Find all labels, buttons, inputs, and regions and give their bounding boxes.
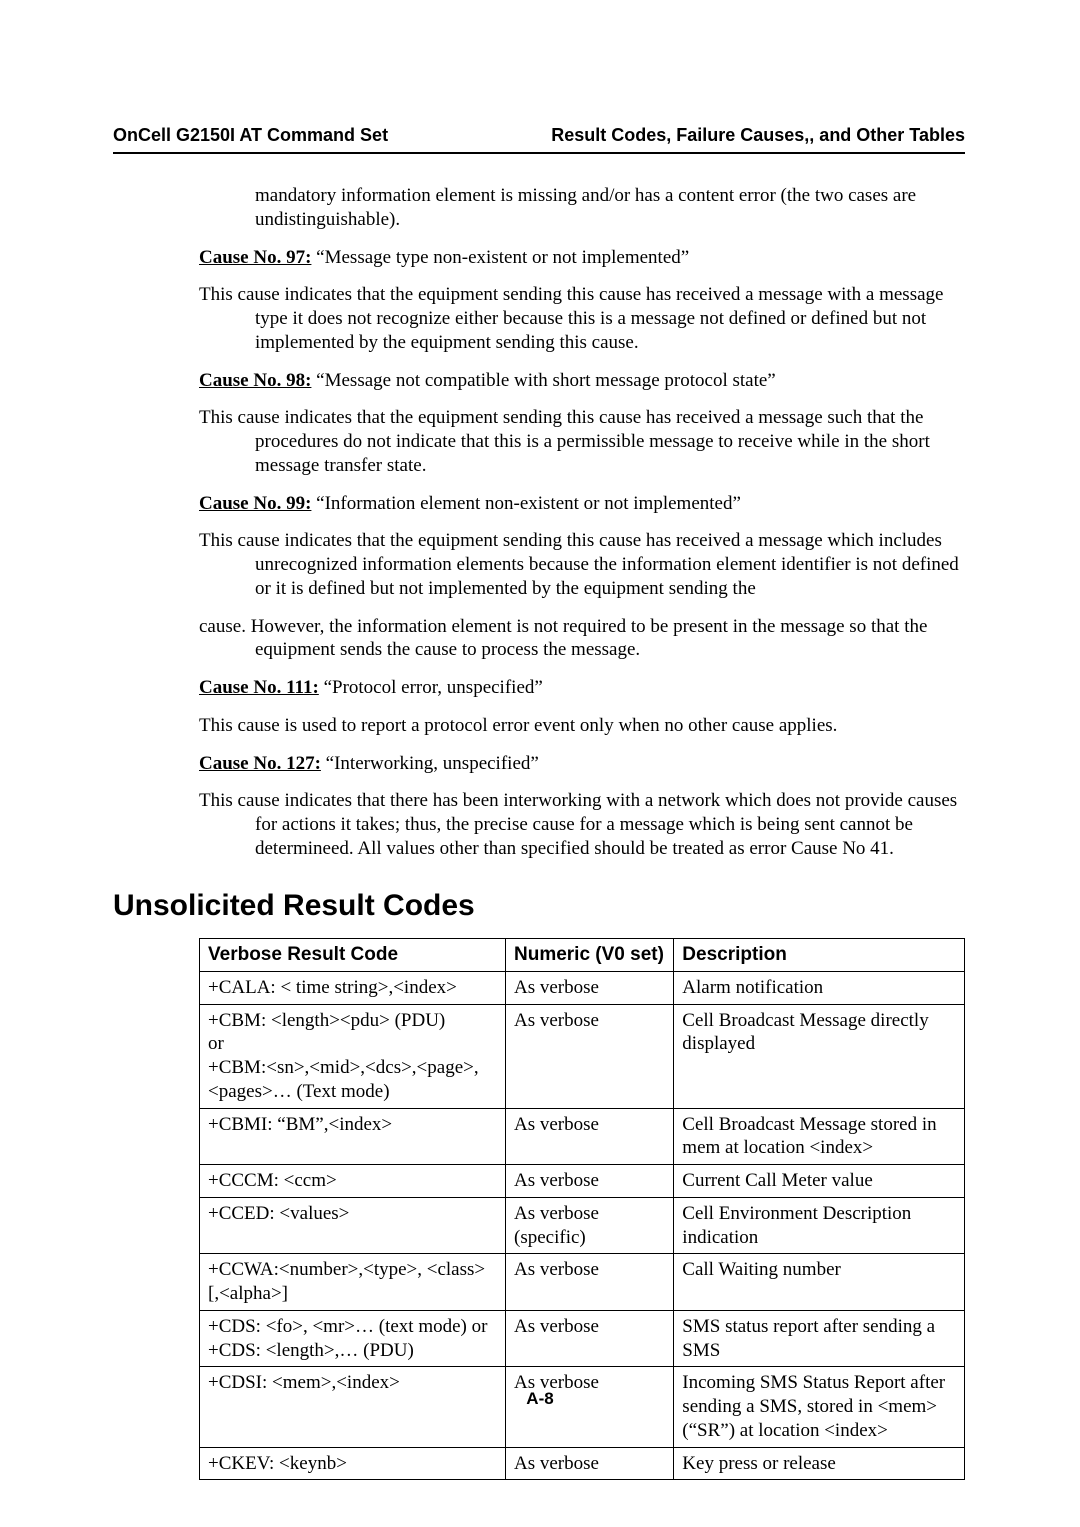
- cell-desc: SMS status report after sending a SMS: [674, 1310, 965, 1367]
- header-right: Result Codes, Failure Causes,, and Other…: [551, 125, 965, 146]
- cause-98-label: Cause No. 98:: [199, 370, 311, 391]
- cause-97-head: Cause No. 97: “Message type non-existent…: [199, 246, 965, 270]
- table-row: +CKEV: <keynb> As verbose Key press or r…: [200, 1447, 965, 1480]
- cause-111-head: Cause No. 111: “Protocol error, unspecif…: [199, 676, 965, 700]
- cause-98-title: “Message not compatible with short messa…: [311, 370, 775, 391]
- cause-127-body: This cause indicates that there has been…: [199, 789, 965, 860]
- cell-verbose: +CBMI: “BM”,<index>: [200, 1108, 506, 1165]
- cell-verbose: +CKEV: <keynb>: [200, 1447, 506, 1480]
- table-row: +CALA: < time string>,<index> As verbose…: [200, 971, 965, 1004]
- cause-97-title: “Message type non-existent or not implem…: [311, 247, 689, 268]
- intro-tail: mandatory information element is missing…: [199, 184, 965, 232]
- cause-111-body: This cause is used to report a protocol …: [199, 714, 965, 738]
- header-left: OnCell G2150I AT Command Set: [113, 125, 388, 146]
- cause-98-head: Cause No. 98: “Message not compatible wi…: [199, 369, 965, 393]
- cell-verbose: +CCCM: <ccm>: [200, 1165, 506, 1198]
- th-verbose: Verbose Result Code: [200, 939, 506, 972]
- table-row: +CBMI: “BM”,<index> As verbose Cell Broa…: [200, 1108, 965, 1165]
- table-row: +CCCM: <ccm> As verbose Current Call Met…: [200, 1165, 965, 1198]
- cause-99-body2: cause. However, the information element …: [199, 615, 965, 663]
- cause-99-label: Cause No. 99:: [199, 493, 311, 514]
- cause-111-label: Cause No. 111:: [199, 677, 319, 698]
- cause-98-body: This cause indicates that the equipment …: [199, 406, 965, 477]
- cause-97-body: This cause indicates that the equipment …: [199, 283, 965, 354]
- cell-desc: Call Waiting number: [674, 1254, 965, 1311]
- table-row: +CDS: <fo>, <mr>… (text mode) or +CDS: <…: [200, 1310, 965, 1367]
- cause-111-title: “Protocol error, unspecified”: [319, 677, 543, 698]
- th-description: Description: [674, 939, 965, 972]
- cell-desc: Cell Broadcast Message directly displaye…: [674, 1004, 965, 1108]
- cell-desc: Current Call Meter value: [674, 1165, 965, 1198]
- cell-numeric: As verbose: [506, 1165, 674, 1198]
- cell-numeric: As verbose: [506, 1254, 674, 1311]
- cause-127-head: Cause No. 127: “Interworking, unspecifie…: [199, 752, 965, 776]
- cell-verbose: +CBM: <length><pdu> (PDU) or +CBM:<sn>,<…: [200, 1004, 506, 1108]
- cell-numeric: As verbose: [506, 1004, 674, 1108]
- body-content: mandatory information element is missing…: [199, 184, 965, 1480]
- page-footer: A-8: [0, 1389, 1080, 1409]
- cell-desc: Alarm notification: [674, 971, 965, 1004]
- cell-numeric: As verbose: [506, 1310, 674, 1367]
- cell-numeric: As verbose: [506, 1108, 674, 1165]
- cause-99-body: This cause indicates that the equipment …: [199, 529, 965, 600]
- cell-numeric: As verbose: [506, 971, 674, 1004]
- cause-99-head: Cause No. 99: “Information element non-e…: [199, 492, 965, 516]
- cell-verbose: +CALA: < time string>,<index>: [200, 971, 506, 1004]
- cause-127-label: Cause No. 127:: [199, 753, 321, 774]
- cause-127-title: “Interworking, unspecified”: [321, 753, 539, 774]
- cause-99-title: “Information element non-existent or not…: [311, 493, 740, 514]
- table-row: +CCED: <values> As verbose (specific) Ce…: [200, 1197, 965, 1254]
- cell-desc: Cell Environment Description indication: [674, 1197, 965, 1254]
- page-content: OnCell G2150I AT Command Set Result Code…: [113, 125, 965, 1480]
- cell-desc: Key press or release: [674, 1447, 965, 1480]
- cell-desc: Cell Broadcast Message stored in mem at …: [674, 1108, 965, 1165]
- cell-numeric: As verbose: [506, 1447, 674, 1480]
- table-row: +CCWA:<number>,<type>, <class> [,<alpha>…: [200, 1254, 965, 1311]
- table-header-row: Verbose Result Code Numeric (V0 set) Des…: [200, 939, 965, 972]
- cause-97-label: Cause No. 97:: [199, 247, 311, 268]
- cell-numeric: As verbose (specific): [506, 1197, 674, 1254]
- th-numeric: Numeric (V0 set): [506, 939, 674, 972]
- cell-verbose: +CCWA:<number>,<type>, <class> [,<alpha>…: [200, 1254, 506, 1311]
- running-header: OnCell G2150I AT Command Set Result Code…: [113, 125, 965, 154]
- cell-verbose: +CCED: <values>: [200, 1197, 506, 1254]
- section-heading: Unsolicited Result Codes: [113, 887, 965, 925]
- table-row: +CBM: <length><pdu> (PDU) or +CBM:<sn>,<…: [200, 1004, 965, 1108]
- cell-verbose: +CDS: <fo>, <mr>… (text mode) or +CDS: <…: [200, 1310, 506, 1367]
